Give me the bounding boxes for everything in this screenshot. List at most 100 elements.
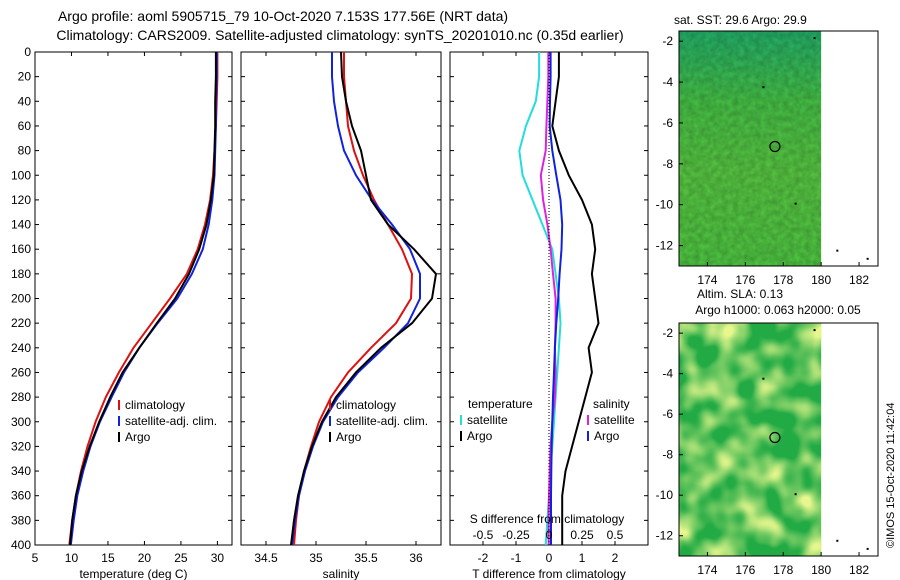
y-tick-label: 200	[11, 292, 31, 306]
sst-texture	[679, 31, 822, 266]
series-line-salinity-argo	[548, 52, 564, 545]
y-tick-label: 320	[11, 439, 31, 453]
diff-sal-legend-label: satellite	[594, 413, 635, 427]
lat-tick-label: -4	[662, 75, 673, 89]
lat-tick-label: -10	[656, 198, 674, 212]
map-frame	[678, 322, 879, 557]
y-tick-label: 380	[11, 513, 31, 527]
lon-tick-label: 180	[811, 273, 831, 287]
series-line-temperature-satellite	[518, 52, 562, 546]
y-tick-label: 160	[11, 242, 31, 256]
difference-panel: -2 -1 0 1 2 T difference from climatology -0.5…	[449, 51, 649, 580]
island-speck	[762, 86, 765, 89]
y-tick-label: 0	[24, 45, 31, 59]
s-tick-label: -0.5	[473, 528, 494, 542]
temp-legend-label: satellite-adj. clim.	[125, 414, 217, 428]
sst-map-title: sat. SST: 29.6 Argo: 29.9	[674, 13, 807, 27]
lon-tick-label: 176	[735, 563, 755, 577]
x-tick-label: 30	[211, 551, 225, 565]
plot-frame	[34, 51, 233, 546]
x-tick-label: -2	[478, 551, 489, 565]
x-tick-label: 35	[309, 551, 323, 565]
island-speck	[762, 377, 765, 380]
series-line-argo	[290, 51, 437, 546]
diff-temp-legend-label: Argo	[467, 429, 493, 443]
lat-tick-label: -4	[662, 367, 673, 381]
island-speck	[813, 329, 816, 332]
x-tick-label: 34.5	[254, 551, 278, 565]
sla-map-title-2: Argo h1000: 0.063 h2000: 0.05	[695, 303, 861, 317]
x-tick-label: 36	[409, 551, 423, 565]
series-line-satellite-adj-clim-	[291, 52, 421, 546]
s-tick-label: 0.25	[570, 528, 594, 542]
island-speck	[794, 202, 797, 205]
lat-tick-label: -10	[656, 488, 674, 502]
temp-legend-label: climatology	[125, 398, 185, 412]
legend-title-temperature: temperature	[468, 397, 533, 411]
island-speck	[836, 249, 839, 252]
y-tick-label: 220	[11, 316, 31, 330]
series-line-argo	[69, 52, 217, 546]
sal-legend-label: satellite-adj. clim.	[336, 414, 428, 428]
sla-map: 174 176 178 180 182 -2 -4 -6 -8 -10 -12	[656, 322, 879, 577]
lat-tick-label: -12	[656, 529, 674, 543]
lon-tick-label: 182	[849, 563, 869, 577]
temperature-panel: 0 20 40 60 80 100 120 140 160 180 200 220 240 260 280 3…	[11, 45, 233, 580]
island-speck	[836, 539, 839, 542]
diff-temp-legend-label: satellite	[467, 413, 508, 427]
x-axis-label: salinity	[323, 567, 360, 580]
lat-tick-label: -8	[662, 448, 673, 462]
title-line1: Argo profile: aoml 5905715_79 10-Oct-202…	[58, 8, 508, 24]
sla-anomaly	[679, 323, 822, 556]
sla-map-title-1: Altim. SLA: 0.13	[697, 287, 783, 301]
y-tick-label: 20	[18, 70, 32, 84]
lat-tick-label: -2	[662, 34, 673, 48]
y-tick-label: 280	[11, 390, 31, 404]
y-tick-label: 40	[18, 94, 32, 108]
y-tick-label: 80	[18, 144, 32, 158]
series-line-temperature-argo	[551, 52, 600, 545]
x-tick-label: 10	[65, 551, 79, 565]
y-tick-label: 240	[11, 341, 31, 355]
s-tick-label: 0	[546, 528, 553, 542]
lon-tick-label: 174	[697, 273, 717, 287]
diff-sal-legend-label: Argo	[594, 429, 620, 443]
argo-position-marker	[769, 431, 781, 444]
lat-tick-label: -6	[662, 407, 673, 421]
x-tick-label: 35.5	[354, 551, 378, 565]
lon-tick-label: 176	[735, 273, 755, 287]
x-tick-label: 0	[546, 551, 553, 565]
sal-legend-label: climatology	[336, 398, 396, 412]
s-tick-label: -0.25	[502, 528, 530, 542]
lon-tick-label: 178	[773, 563, 793, 577]
x-tick-label: 2	[612, 551, 619, 565]
s-tick-label: 0.5	[607, 528, 624, 542]
salinity-panel: 34.5 35 35.5 36 salinity climatology satellite…	[240, 51, 442, 580]
x-tick-label: 20	[138, 551, 152, 565]
lon-tick-label: 180	[811, 563, 831, 577]
map-frame	[678, 30, 879, 267]
lat-tick-label: -2	[662, 326, 673, 340]
island-speck	[866, 257, 869, 260]
x-tick-label: 5	[32, 551, 39, 565]
x-tick-label: 15	[101, 551, 115, 565]
y-tick-label: 140	[11, 218, 31, 232]
y-tick-label: 340	[11, 464, 31, 478]
sst-map: 174 176 178 180 182 -2 -4 -6 -8 -10 -12	[656, 30, 879, 287]
x-axis-label: T difference from climatology	[472, 567, 626, 580]
lat-tick-label: -8	[662, 157, 673, 171]
series-line-climatology	[68, 52, 219, 546]
lat-tick-label: -12	[656, 239, 674, 253]
y-tick-label: 260	[11, 365, 31, 379]
y-tick-label: 60	[18, 119, 32, 133]
y-tick-label: 180	[11, 267, 31, 281]
legend-title-salinity: salinity	[593, 397, 630, 411]
island-speck	[794, 493, 797, 496]
argo-position-marker	[769, 140, 781, 153]
x-axis-label: temperature (deg C)	[79, 567, 187, 580]
lon-tick-label: 182	[849, 273, 869, 287]
temp-legend-label: Argo	[125, 430, 151, 444]
x-tick-label: -1	[511, 551, 522, 565]
title-line2: Climatology: CARS2009. Satellite-adjuste…	[56, 27, 623, 43]
